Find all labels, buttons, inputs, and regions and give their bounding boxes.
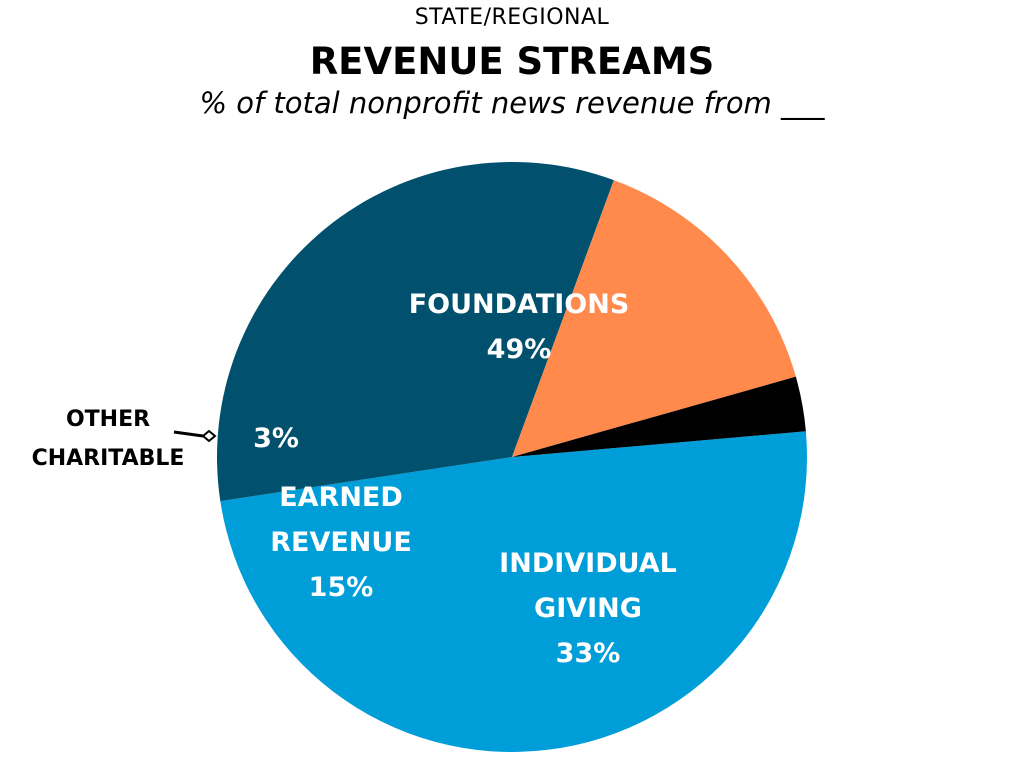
leader-line bbox=[173, 430, 204, 438]
slice-label-foundations: FOUNDATIONS 49% bbox=[409, 289, 630, 365]
pie-slice-earned-revenue bbox=[512, 180, 796, 457]
slice-value-label: 15% bbox=[309, 572, 374, 603]
chart-eyebrow: STATE/REGIONAL bbox=[414, 5, 610, 30]
slice-label-earned-revenue: EARNED REVENUE 15% bbox=[270, 482, 412, 603]
chart-subtitle: % of total nonprofit news revenue from _… bbox=[199, 86, 825, 120]
chart-title: REVENUE STREAMS bbox=[309, 40, 715, 83]
slice-value-label: 49% bbox=[487, 334, 552, 365]
slice-label-individual-giving: INDIVIDUAL GIVING 33% bbox=[499, 548, 677, 669]
pie-slice-foundations bbox=[220, 431, 807, 752]
slice-name-line: GIVING bbox=[534, 593, 642, 624]
leader-marker bbox=[201, 429, 217, 443]
pie-slice-other-charitable bbox=[512, 376, 806, 457]
slice-value-label: 33% bbox=[556, 638, 621, 669]
slice-name-line: FOUNDATIONS bbox=[409, 289, 630, 320]
pie-labels: FOUNDATIONS 49% INDIVIDUAL GIVING 33% EARNED R… bbox=[32, 289, 677, 669]
slice-name-line: CHARITABLE bbox=[32, 446, 185, 471]
pie-slice-individual-giving bbox=[217, 162, 614, 502]
slice-name-line: OTHER bbox=[66, 407, 150, 432]
slice-value-label: 3% bbox=[253, 423, 299, 454]
slice-outside-label-other-charitable: OTHER CHARITABLE bbox=[32, 407, 185, 471]
pie-slices bbox=[217, 162, 807, 752]
slice-name-line: INDIVIDUAL bbox=[499, 548, 677, 579]
slice-name-line: REVENUE bbox=[270, 527, 412, 558]
slice-name-line: EARNED bbox=[279, 482, 403, 513]
